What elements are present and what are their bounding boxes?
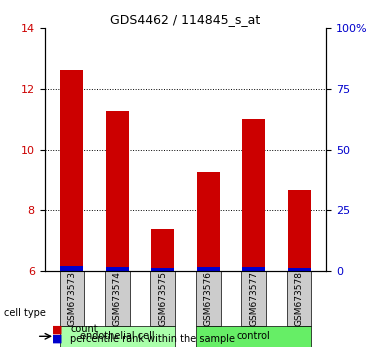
FancyBboxPatch shape: [105, 271, 129, 326]
Text: GSM673577: GSM673577: [249, 271, 258, 326]
Bar: [151, 229, 174, 271]
Text: endothelial cell: endothelial cell: [80, 331, 155, 341]
Bar: [60, 266, 83, 271]
Bar: [288, 190, 311, 271]
Text: GSM673578: GSM673578: [295, 271, 304, 326]
Bar: [288, 268, 311, 271]
Text: ■: ■: [52, 334, 62, 344]
Bar: [106, 111, 129, 271]
Text: GSM673576: GSM673576: [204, 271, 213, 326]
Bar: [242, 119, 265, 271]
Text: control: control: [237, 331, 270, 341]
FancyBboxPatch shape: [287, 271, 312, 326]
Text: count: count: [70, 324, 98, 334]
FancyBboxPatch shape: [151, 271, 175, 326]
Bar: [197, 172, 220, 271]
Bar: [60, 70, 83, 271]
Bar: [197, 267, 220, 271]
Title: GDS4462 / 114845_s_at: GDS4462 / 114845_s_at: [111, 13, 260, 26]
Text: GSM673574: GSM673574: [113, 271, 122, 326]
Bar: [242, 267, 265, 271]
FancyBboxPatch shape: [196, 271, 220, 326]
Text: GSM673575: GSM673575: [158, 271, 167, 326]
Text: percentile rank within the sample: percentile rank within the sample: [70, 334, 236, 344]
FancyBboxPatch shape: [59, 271, 84, 326]
Bar: [151, 268, 174, 271]
FancyBboxPatch shape: [59, 326, 175, 347]
Bar: [106, 267, 129, 271]
Text: GSM673573: GSM673573: [67, 271, 76, 326]
FancyBboxPatch shape: [242, 271, 266, 326]
FancyBboxPatch shape: [196, 326, 312, 347]
Text: cell type: cell type: [4, 308, 46, 318]
Text: ■: ■: [52, 324, 62, 334]
